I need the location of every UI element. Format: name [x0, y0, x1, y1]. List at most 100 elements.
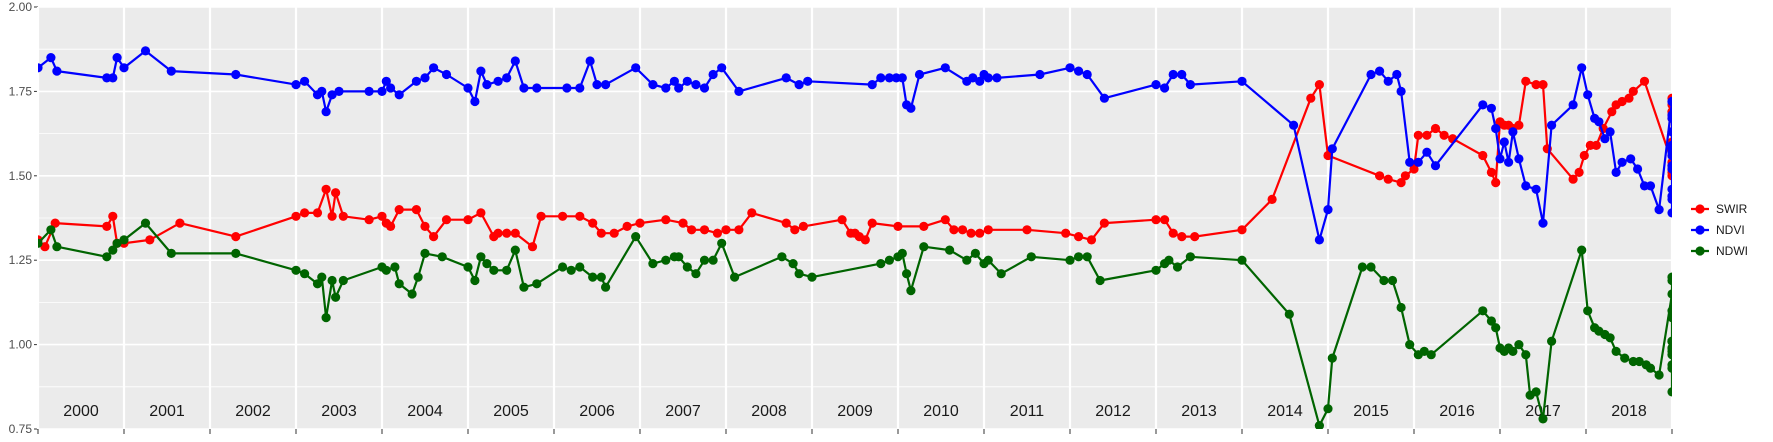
data-point [1583, 306, 1593, 316]
data-point [394, 205, 404, 215]
data-point [327, 90, 337, 100]
legend-label: NDWI [1716, 244, 1748, 258]
data-point [1396, 178, 1406, 188]
y-tick-label: 1.00 [9, 338, 33, 352]
data-point [867, 80, 877, 90]
data-point [712, 228, 723, 238]
data-point [52, 66, 62, 76]
data-point [1392, 69, 1402, 80]
data-point [1667, 275, 1672, 286]
data-point [876, 73, 886, 83]
data-point [1151, 215, 1161, 225]
year-label: 2018 [1611, 403, 1647, 420]
data-point [1634, 356, 1644, 367]
data-point [338, 275, 348, 286]
data-point [669, 76, 680, 86]
year-label: 2015 [1353, 403, 1389, 420]
data-point [489, 265, 499, 275]
data-point [1611, 167, 1621, 177]
legend: SWIR NDVI NDWI [1691, 202, 1748, 258]
data-point [1099, 93, 1109, 103]
data-point [884, 255, 895, 265]
data-point [575, 262, 585, 272]
year-label: 2003 [321, 403, 357, 420]
data-point [798, 221, 809, 231]
data-point [381, 265, 391, 275]
data-point [1654, 370, 1664, 380]
year-label: 2000 [63, 403, 99, 420]
data-point [1486, 167, 1496, 177]
data-point [687, 225, 697, 235]
data-point [1531, 387, 1541, 397]
data-point [1289, 120, 1299, 130]
data-point [429, 232, 439, 242]
data-point [601, 282, 611, 292]
data-point [1400, 171, 1410, 181]
year-label: 2009 [837, 403, 873, 420]
data-point [1405, 340, 1415, 350]
data-point [429, 63, 439, 73]
data-point [803, 76, 813, 86]
data-point [691, 80, 701, 90]
data-point [975, 228, 985, 238]
data-point [635, 218, 645, 228]
data-point [334, 86, 344, 96]
data-point [1667, 336, 1672, 346]
data-point [1521, 76, 1531, 86]
data-point [699, 225, 710, 235]
data-point [519, 282, 529, 292]
data-point [975, 76, 985, 86]
data-point [682, 262, 692, 272]
data-point [734, 225, 744, 235]
data-point [1323, 205, 1333, 215]
data-point [1667, 96, 1672, 107]
legend-item-ndvi: NDVI [1691, 223, 1745, 237]
data-point [1514, 154, 1524, 164]
data-point [968, 73, 978, 83]
data-point [510, 56, 520, 66]
y-tick-label: 0.75 [9, 422, 33, 436]
data-point [957, 225, 968, 235]
data-point [112, 53, 122, 63]
data-point [691, 269, 701, 279]
data-point [394, 90, 404, 100]
data-point [1164, 255, 1174, 265]
data-point [1583, 90, 1593, 100]
data-point [381, 76, 391, 86]
legend-marker [1695, 246, 1705, 256]
data-point [463, 262, 473, 272]
data-point [1099, 218, 1109, 228]
data-point [966, 228, 976, 238]
data-point [622, 221, 632, 231]
data-point [1667, 343, 1672, 353]
data-point [1422, 130, 1432, 140]
data-point [1495, 154, 1505, 164]
y-tick-label: 1.50 [9, 169, 33, 183]
data-point [1383, 76, 1393, 86]
x-axis [37, 429, 1673, 434]
data-point [699, 255, 710, 265]
data-point [1022, 225, 1032, 235]
data-point [1491, 123, 1501, 134]
data-point [1594, 117, 1604, 127]
data-point [1667, 208, 1672, 218]
data-point [674, 83, 684, 93]
year-label: 2010 [923, 403, 959, 420]
data-point [502, 228, 512, 238]
year-label: 2016 [1439, 403, 1475, 420]
data-point [1323, 404, 1333, 414]
data-point [1491, 323, 1501, 333]
data-point [364, 215, 374, 225]
data-point [609, 228, 619, 238]
data-point [1654, 205, 1664, 215]
data-point [876, 259, 886, 269]
data-point [411, 76, 421, 86]
data-point [1645, 363, 1656, 373]
legend-item-swir: SWIR [1691, 202, 1748, 216]
data-point [996, 269, 1006, 279]
data-point [321, 107, 331, 117]
data-point [562, 83, 572, 93]
data-point [1082, 252, 1092, 262]
data-point [1568, 174, 1578, 184]
data-point [708, 69, 718, 80]
